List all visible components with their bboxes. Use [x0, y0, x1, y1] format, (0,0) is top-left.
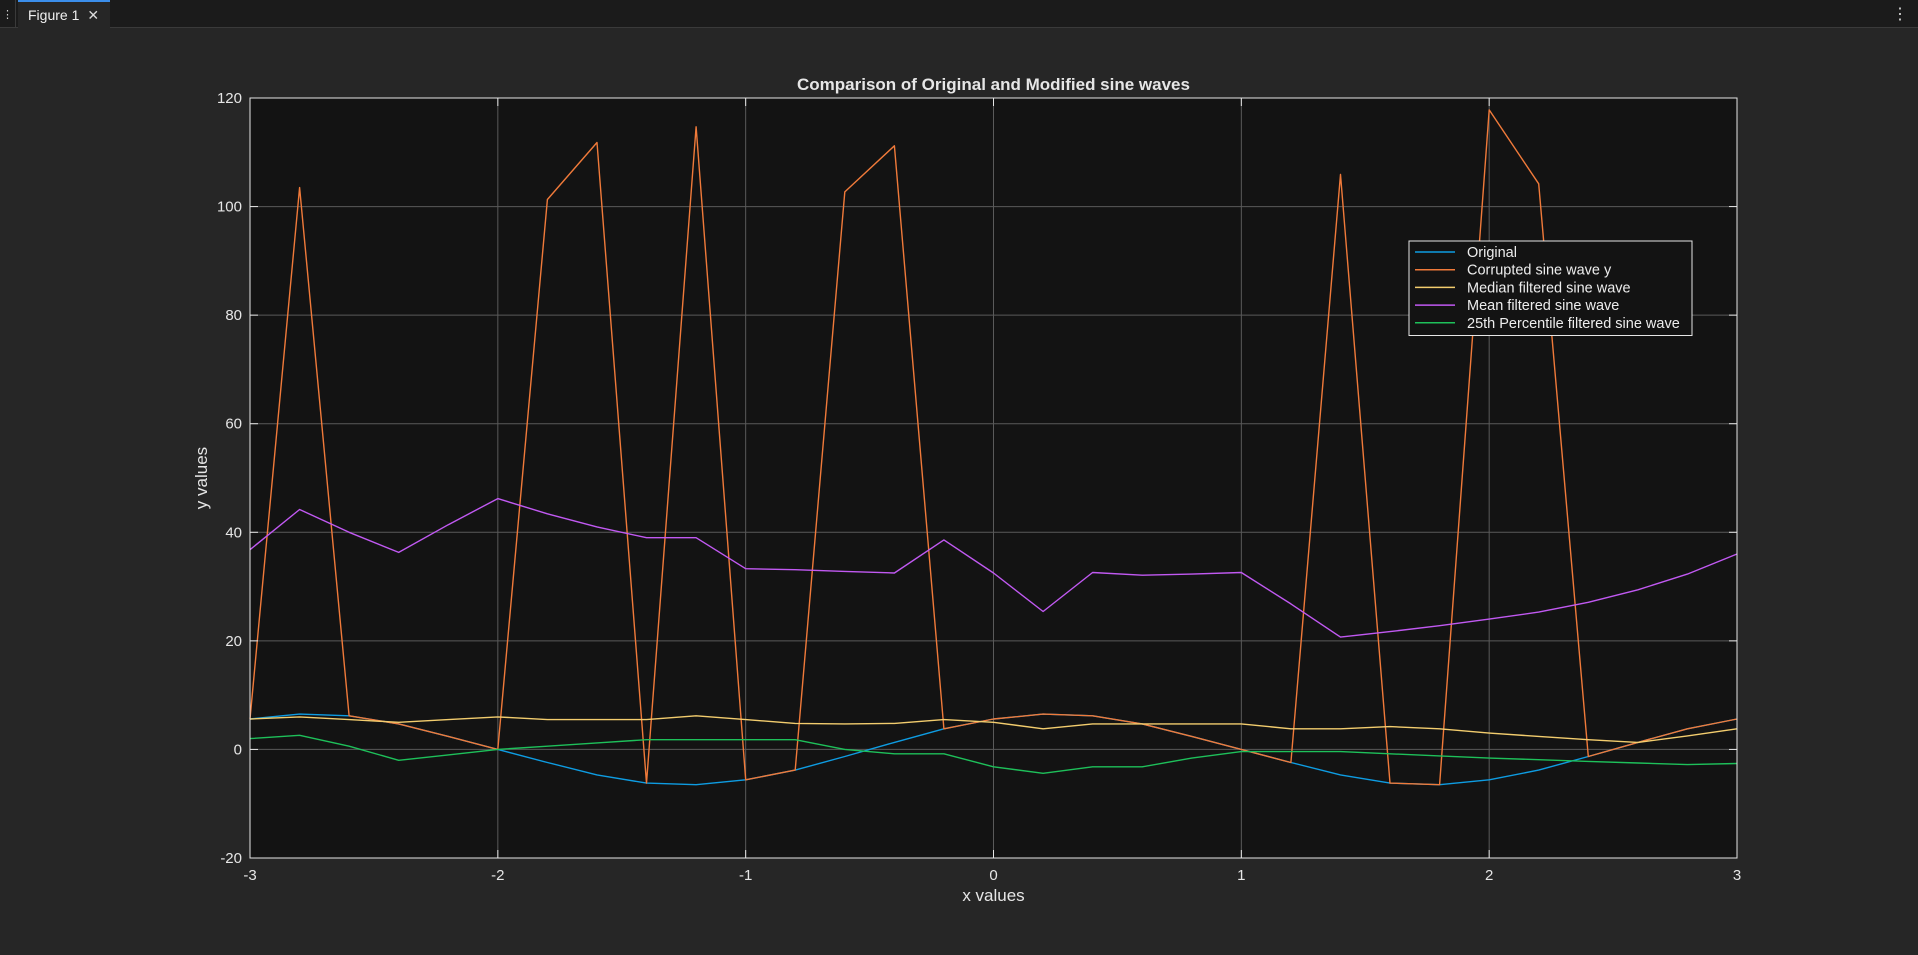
close-icon[interactable]: ✕	[87, 6, 100, 23]
legend-label: Median filtered sine wave	[1467, 280, 1631, 296]
plot-lines	[249, 109, 1738, 786]
axis-ticks: -3 -2 -1 0 1 2 3 -20 0 20 40 60 80 100 120	[217, 90, 1741, 884]
x-tick-label: 1	[1237, 867, 1245, 884]
y-axis-label: y values	[192, 447, 211, 509]
series-line-3	[249, 715, 1738, 744]
y-tick-label: 80	[225, 307, 242, 324]
vertical-ellipsis-icon[interactable]: ⋮	[1892, 6, 1908, 23]
series-line-4	[249, 497, 1738, 638]
y-tick-label: 120	[217, 90, 242, 107]
tab-title: Figure 1	[28, 7, 80, 23]
chart-title: Comparison of Original and Modified sine…	[797, 75, 1190, 94]
y-tick-label: 40	[225, 524, 242, 541]
x-tick-label: -2	[491, 867, 504, 884]
legend-label: Original	[1467, 245, 1517, 261]
legend-label: 25th Percentile filtered sine wave	[1467, 316, 1680, 332]
x-tick-label: 0	[989, 867, 997, 884]
figure-canvas: -3 -2 -1 0 1 2 3 -20 0 20 40 60 80 100 120 Comparison …	[0, 28, 1918, 955]
y-tick-label: 60	[225, 416, 242, 433]
figure-tab-bar: ⋮ Figure 1 ✕ ⋮	[0, 0, 1918, 28]
series-line-5	[249, 734, 1738, 774]
panel-grip-icon[interactable]: ⋮	[0, 0, 16, 28]
tab-figure-1[interactable]: Figure 1 ✕	[18, 0, 110, 28]
x-tick-label: -3	[243, 867, 256, 884]
x-tick-label: 2	[1485, 867, 1493, 884]
legend-box	[1408, 240, 1693, 336]
y-tick-label: 0	[234, 741, 242, 758]
y-tick-label: -20	[220, 850, 242, 867]
x-axis-label: x values	[962, 886, 1024, 905]
y-tick-label: 100	[217, 199, 242, 216]
legend-label: Mean filtered sine wave	[1467, 298, 1619, 314]
x-tick-label: 3	[1733, 867, 1741, 884]
legend-label: Corrupted sine wave y	[1467, 263, 1612, 279]
x-tick-label: -1	[739, 867, 752, 884]
y-tick-label: 20	[225, 633, 242, 650]
